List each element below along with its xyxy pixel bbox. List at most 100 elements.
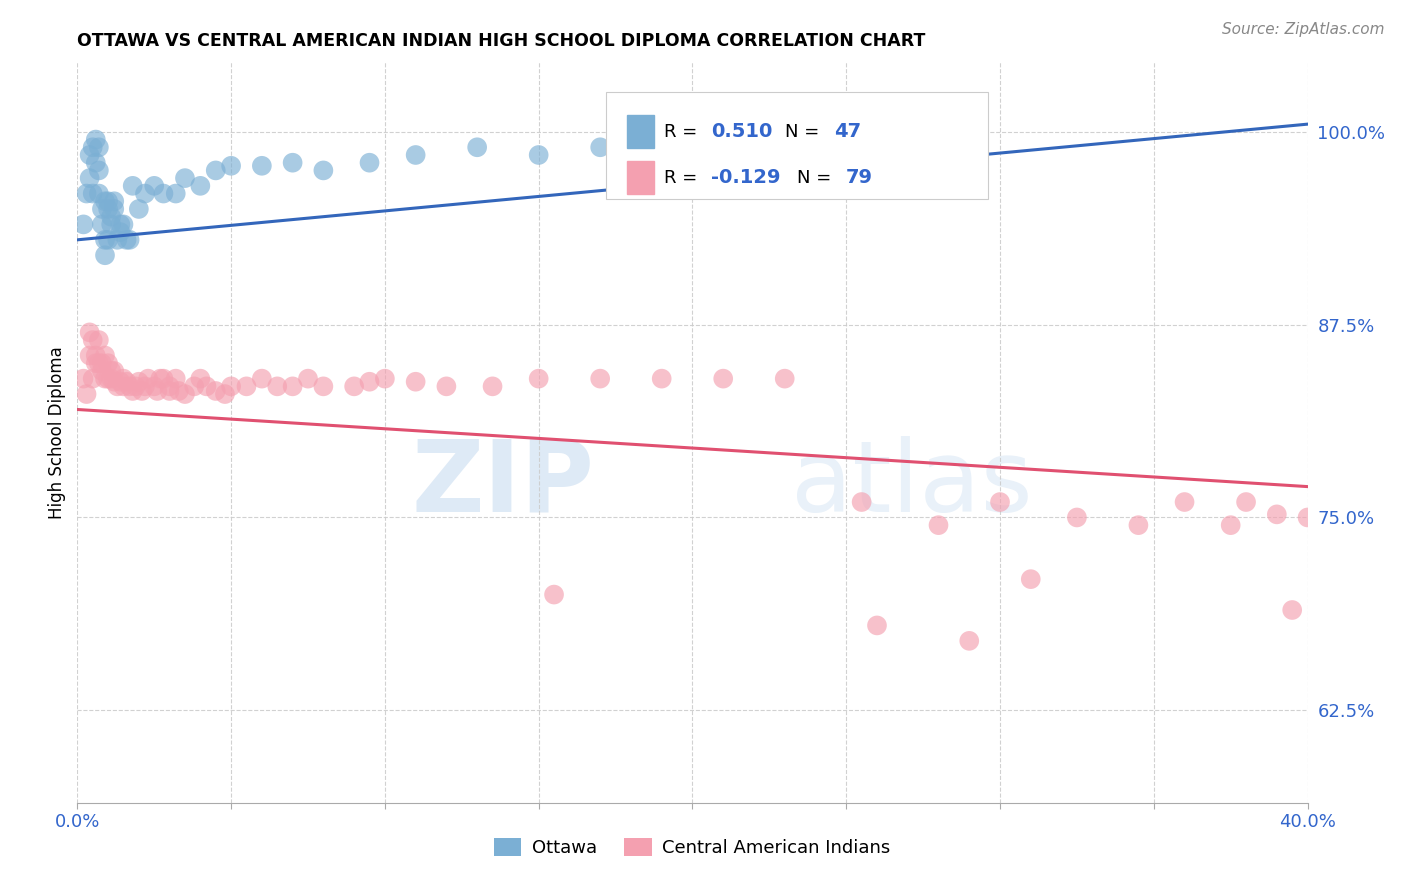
Point (115, 233, 138, 247)
Point (527, 148, 550, 162)
Point (1296, 510, 1319, 524)
Point (90, 356, 114, 370)
Point (165, 371, 187, 385)
Text: Source: ZipAtlas.com: Source: ZipAtlas.com (1222, 22, 1385, 37)
Point (82, 333, 104, 347)
Point (174, 171, 197, 186)
Point (312, 163, 335, 178)
Point (100, 371, 122, 385)
Point (79, 326, 101, 340)
Text: R =: R = (664, 123, 703, 141)
Y-axis label: High School Diploma: High School Diploma (48, 346, 66, 519)
Point (90, 202, 114, 216)
Point (115, 375, 138, 389)
Point (1219, 518, 1241, 533)
Point (94, 371, 117, 385)
FancyBboxPatch shape (606, 92, 988, 200)
Point (359, 155, 381, 169)
Point (94, 349, 117, 363)
Text: R =: R = (664, 169, 703, 186)
Point (100, 210, 122, 224)
Point (235, 379, 257, 393)
Point (87, 333, 110, 347)
Point (152, 186, 174, 201)
Point (204, 163, 226, 178)
Point (94, 233, 117, 247)
Point (374, 371, 396, 385)
Point (219, 379, 242, 393)
Point (143, 379, 166, 393)
Point (1265, 508, 1288, 522)
Point (87, 356, 110, 370)
Point (297, 371, 319, 385)
Point (105, 379, 128, 393)
Point (465, 140, 488, 154)
Point (103, 364, 125, 378)
Point (100, 364, 122, 378)
Point (97, 233, 120, 247)
Point (866, 618, 889, 632)
Point (76, 186, 98, 201)
Point (97, 371, 120, 385)
Point (118, 379, 141, 393)
Text: 0.510: 0.510 (711, 122, 772, 141)
Point (405, 148, 427, 162)
Text: 79: 79 (846, 169, 873, 187)
Point (72, 218, 94, 232)
Point (312, 379, 335, 393)
Point (1019, 572, 1042, 586)
Point (1128, 518, 1150, 533)
Point (100, 218, 122, 232)
Text: atlas: atlas (792, 436, 1032, 533)
Point (112, 379, 135, 393)
Point (481, 379, 503, 393)
Point (204, 384, 226, 398)
Point (851, 495, 873, 509)
Point (957, 633, 980, 648)
Point (125, 379, 148, 393)
Point (110, 218, 132, 232)
Point (134, 379, 156, 393)
Point (146, 384, 169, 398)
Point (128, 202, 150, 216)
Point (136, 371, 159, 385)
Point (112, 371, 135, 385)
Point (94, 248, 117, 262)
Point (195, 379, 218, 393)
Point (165, 186, 187, 201)
Point (188, 371, 212, 385)
Text: -0.129: -0.129 (711, 169, 780, 187)
Point (87, 186, 110, 201)
Point (97, 202, 120, 216)
Legend: Ottawa, Central American Indians: Ottawa, Central American Indians (486, 830, 898, 864)
Point (773, 371, 796, 385)
Point (72, 371, 94, 385)
Point (134, 186, 156, 201)
Point (90, 364, 114, 378)
Point (167, 384, 190, 398)
Point (82, 371, 104, 385)
Point (1281, 603, 1303, 617)
Point (121, 384, 143, 398)
Point (97, 194, 120, 209)
Point (266, 379, 288, 393)
Text: N =: N = (785, 123, 825, 141)
Point (359, 375, 381, 389)
Point (250, 371, 273, 385)
Point (188, 178, 212, 193)
Point (343, 379, 366, 393)
Point (988, 495, 1011, 509)
Point (103, 375, 125, 389)
Point (110, 225, 132, 239)
Text: ZIP: ZIP (411, 436, 595, 533)
Point (1066, 510, 1088, 524)
Point (79, 148, 101, 162)
Point (84, 155, 107, 169)
Point (183, 379, 205, 393)
Point (527, 371, 550, 385)
Point (281, 155, 304, 169)
Point (84, 349, 107, 363)
Point (405, 375, 427, 389)
Point (110, 375, 132, 389)
Point (131, 384, 153, 398)
